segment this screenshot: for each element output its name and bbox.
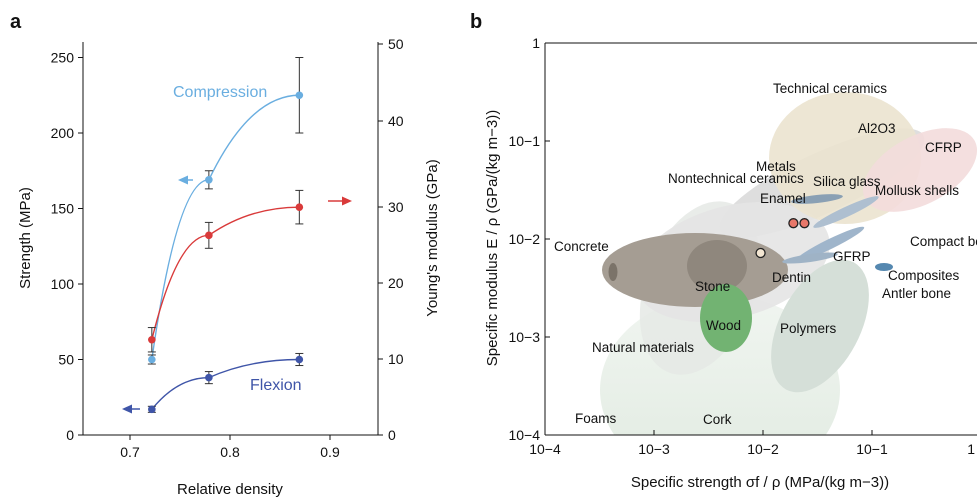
label-cfrp: CFRP (925, 140, 962, 155)
left-arrow-icon (178, 175, 188, 185)
data-point-2-1 (205, 373, 213, 382)
data-point-1-2 (295, 203, 304, 211)
x-ticks-a: 0.7 0.8 0.9 (120, 435, 340, 460)
y-axis-label-b: Specific modulus E / ρ (GPa/(kg m−3)) (484, 110, 501, 367)
flexion-axis-arrow (122, 404, 140, 414)
label-foams: Foams (575, 411, 617, 426)
sample-point-1 (788, 218, 799, 229)
y-right-tick-label-2: 20 (388, 275, 404, 291)
label-mollusk-shells: Mollusk shells (875, 183, 959, 198)
y-right-tick-label-3: 30 (388, 199, 404, 215)
y-tick-label-b-1: 10−3 (508, 329, 540, 345)
panel-b: b 10−4 10−3 (470, 11, 977, 491)
y-tick-label-b-0: 10−4 (508, 427, 540, 443)
x-tick-label-b-2: 10−2 (747, 441, 779, 457)
region-labels: Technical ceramics Al2O3 CFRP Metals Sil… (554, 81, 977, 427)
label-dentin: Dentin (772, 270, 811, 285)
y-right-axis-label: Young's modulus (GPa) (424, 159, 441, 316)
data-point-2-0 (148, 405, 156, 414)
series-line-1 (151, 206, 300, 340)
label-wood: Wood (706, 318, 741, 333)
region-compact-bone (795, 226, 865, 262)
y-ticks-b: 10−4 10−3 10−2 10−1 1 (508, 35, 550, 443)
label-polymers: Polymers (780, 321, 837, 336)
y-tick-label-b-4: 1 (532, 35, 540, 51)
data-point-0-1 (205, 176, 213, 184)
y-left-axis-label: Strength (MPa) (17, 187, 34, 289)
label-gfrp: GFRP (833, 249, 871, 264)
label-composites: Composites (888, 268, 960, 283)
y-left-tick-label-1: 50 (58, 352, 74, 368)
label-concrete: Concrete (554, 239, 609, 254)
x-tick-label-a-2: 0.9 (320, 444, 340, 460)
label-silica-glass: Silica glass (813, 174, 881, 189)
data-point-2-2 (295, 355, 304, 364)
label-compact-bone: Compact bone (910, 234, 977, 249)
region-antler-bone (875, 263, 893, 271)
left-arrow-icon (122, 404, 132, 414)
series-layer (147, 57, 304, 414)
x-tick-label-b-1: 10−3 (638, 441, 670, 457)
region-cfrp (862, 128, 977, 212)
data-point-1-0 (148, 335, 156, 344)
flexion-label: Flexion (250, 377, 302, 394)
y-right-tick-label-4: 40 (388, 113, 404, 129)
data-point-0-2 (295, 91, 304, 100)
panel-b-label: b (470, 11, 482, 33)
region-mollusk-shells (813, 196, 879, 228)
panel-a-label: a (10, 11, 22, 33)
region-polymers (771, 259, 869, 393)
label-al2o3: Al2O3 (858, 121, 896, 136)
label-natural-materials: Natural materials (592, 340, 694, 355)
y-tick-label-b-2: 10−2 (508, 231, 540, 247)
x-tick-label-b-3: 10−1 (856, 441, 888, 457)
x-tick-label-b-0: 10−4 (529, 441, 561, 457)
y-right-tick-label-5: 50 (388, 36, 404, 52)
modulus-axis-arrow (328, 196, 352, 206)
label-metals: Metals (756, 159, 796, 174)
sample-point-2 (799, 218, 810, 229)
y-left-tick-label-3: 150 (51, 201, 75, 217)
x-tick-label-a-0: 0.7 (120, 444, 140, 460)
series-line-0 (151, 94, 300, 360)
x-tick-label-a-1: 0.8 (220, 444, 240, 460)
y-tick-label-b-3: 10−1 (508, 133, 540, 149)
y-right-tick-label-1: 10 (388, 351, 404, 367)
region-concrete (608, 263, 618, 281)
label-nonteck-ceramics: Nontechnical ceramics (668, 171, 804, 186)
label-antler-bone: Antler bone (882, 286, 951, 301)
y-left-tick-label-2: 100 (51, 276, 75, 292)
region-silica-glass (791, 194, 843, 204)
point-layer (755, 218, 810, 259)
compression-label: Compression (173, 84, 267, 101)
y-left-tick-label-4: 200 (51, 125, 75, 141)
sample-point-0 (755, 247, 766, 259)
region-wood (700, 284, 752, 352)
data-point-0-0 (148, 355, 156, 364)
y-right-ticks: 0 10 20 30 40 50 (378, 36, 404, 443)
x-tick-label-b-4: 1 (967, 441, 975, 457)
label-cork: Cork (703, 412, 732, 427)
label-technical-ceramics: Technical ceramics (773, 81, 887, 96)
material-regions (600, 92, 977, 435)
region-composites (782, 252, 838, 264)
label-stone: Stone (695, 279, 730, 294)
y-left-ticks: 0 50 100 150 200 250 (51, 50, 83, 443)
compression-axis-arrow (178, 175, 193, 185)
data-point-1-1 (205, 231, 213, 240)
x-axis-label-b: Specific strength σf / ρ (MPa/(kg m−3)) (631, 474, 889, 491)
label-enamel: Enamel (760, 191, 806, 206)
y-left-tick-label-0: 0 (66, 427, 74, 443)
y-left-tick-label-5: 250 (51, 50, 75, 66)
x-axis-label-a: Relative density (177, 481, 283, 498)
x-ticks-b: 10−4 10−3 10−2 10−1 1 (529, 430, 975, 457)
y-right-tick-label-0: 0 (388, 427, 396, 443)
region-stone (687, 240, 747, 292)
panel-a: a 0 50 100 150 200 250 0 10 20 (10, 11, 441, 498)
right-arrow-icon (342, 196, 352, 206)
